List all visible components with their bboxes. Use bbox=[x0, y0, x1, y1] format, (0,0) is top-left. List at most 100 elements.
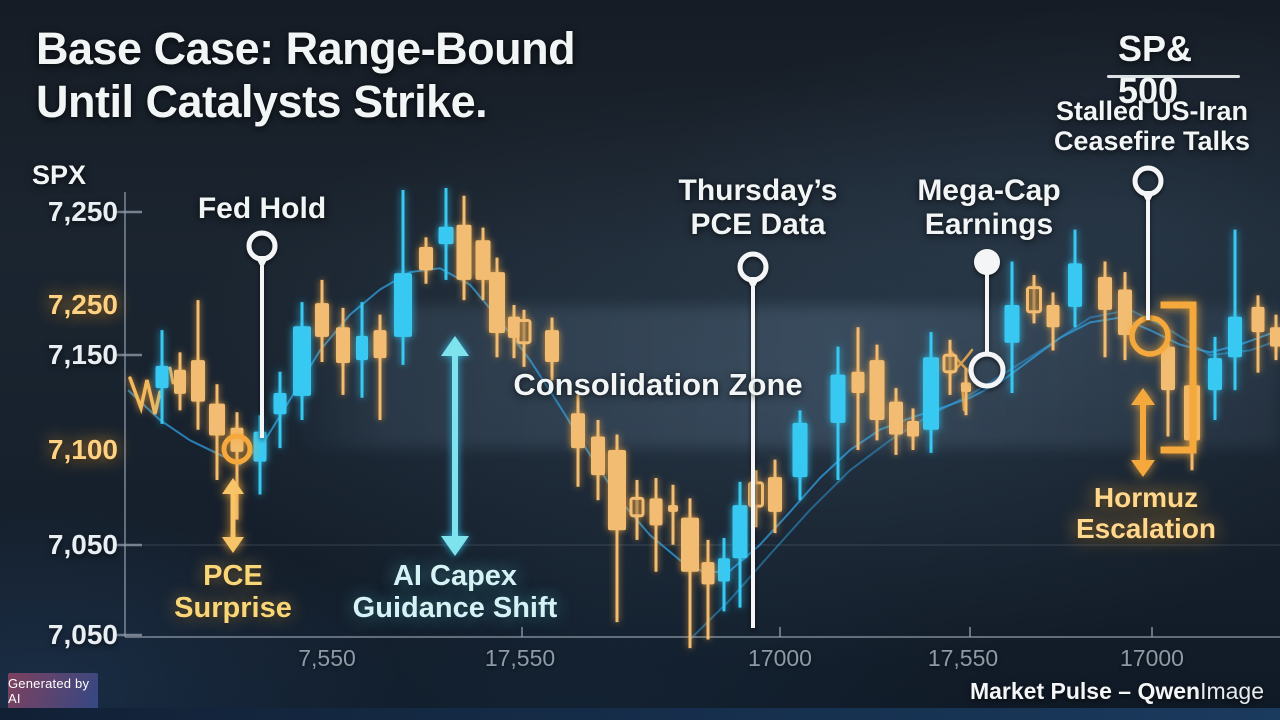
y-axis-label: 7,150 bbox=[47, 339, 118, 370]
y-axis-label: 7,050 bbox=[47, 619, 118, 650]
candle-up bbox=[356, 302, 368, 398]
stalled-talks-pin bbox=[1132, 165, 1164, 320]
hormuz-arrow-head-up bbox=[1131, 388, 1155, 405]
candle-down bbox=[174, 352, 186, 411]
ai-capex-arrow-head-up bbox=[441, 336, 469, 356]
candle-body bbox=[768, 477, 782, 512]
candle-up bbox=[1068, 229, 1082, 328]
pce-surprise-arrow-head-down bbox=[222, 537, 244, 553]
candle-up bbox=[273, 371, 287, 449]
thursday-pce-pin-tip bbox=[746, 277, 760, 290]
candle-body bbox=[293, 326, 311, 396]
candle-down bbox=[419, 237, 433, 284]
candle-body bbox=[1251, 306, 1265, 333]
candle-down bbox=[668, 484, 678, 545]
candle-body bbox=[571, 413, 585, 449]
bottom-accent-bar bbox=[0, 708, 1280, 720]
fed-hold-pin-circle bbox=[246, 230, 278, 262]
credit-watermark: Market Pulse – QwenImage bbox=[969, 678, 1264, 704]
candle-up bbox=[394, 189, 412, 365]
candle-body bbox=[718, 558, 730, 582]
mega-cap-pin-dot bbox=[974, 249, 1000, 275]
x-axis-label: 17000 bbox=[748, 645, 812, 671]
candle-body bbox=[732, 505, 748, 559]
candle-body bbox=[851, 371, 865, 393]
candle-down bbox=[869, 344, 885, 441]
candle-down bbox=[649, 478, 663, 572]
candle-body bbox=[419, 247, 433, 271]
candle-up bbox=[718, 537, 730, 612]
ai-capex-arrow bbox=[441, 336, 469, 556]
mega-cap-ring bbox=[968, 351, 1006, 389]
mega-cap-pin bbox=[968, 249, 1006, 389]
candle-down bbox=[851, 327, 865, 450]
candle-body bbox=[961, 382, 971, 392]
candle-body bbox=[907, 421, 919, 437]
annotation-mega-cap: Mega-Cap Earnings bbox=[917, 174, 1061, 241]
candle-body bbox=[830, 374, 846, 423]
x-axis-label: 17,550 bbox=[484, 645, 556, 671]
candle-body bbox=[889, 401, 903, 435]
candle-body bbox=[456, 224, 472, 280]
candle-down bbox=[608, 434, 626, 623]
candle-down bbox=[545, 317, 559, 381]
candle-body bbox=[1161, 346, 1175, 391]
candle-body bbox=[356, 335, 368, 361]
x-axis-label: 7,550 bbox=[298, 645, 356, 671]
candle-body bbox=[1118, 289, 1132, 335]
candle-body bbox=[516, 318, 532, 345]
candle-body bbox=[1046, 305, 1060, 328]
hormuz-arrow bbox=[1131, 388, 1155, 477]
candle-up bbox=[1208, 336, 1222, 421]
up-candles-group bbox=[155, 188, 1242, 612]
y-axis-level-label: 7,250 bbox=[47, 289, 118, 320]
candle-body bbox=[668, 505, 678, 512]
candle-up bbox=[1004, 261, 1020, 393]
candle-down bbox=[336, 307, 350, 395]
scribble-decoration-left bbox=[128, 376, 162, 415]
annotation-pce-surprise: PCE Surprise bbox=[174, 560, 292, 625]
candle-down bbox=[315, 279, 329, 363]
down-candles-group bbox=[174, 195, 1280, 649]
candle-body bbox=[1208, 358, 1222, 391]
generated-by-ai-badge: Generated by AI bbox=[8, 673, 98, 709]
candle-body bbox=[545, 330, 559, 363]
candle-down bbox=[907, 408, 919, 450]
pce-surprise-arrow-head-up bbox=[222, 478, 244, 494]
candle-body bbox=[273, 392, 287, 415]
candle-body bbox=[209, 403, 225, 436]
candle-down bbox=[1098, 261, 1112, 358]
candle-body bbox=[373, 330, 387, 359]
pce-surprise-arrow bbox=[222, 478, 244, 553]
candle-body bbox=[155, 365, 169, 389]
candle-down bbox=[230, 412, 244, 520]
candle-up bbox=[923, 332, 939, 453]
candle-down bbox=[1046, 292, 1060, 351]
candle-body bbox=[681, 517, 699, 572]
candle-body bbox=[923, 357, 939, 430]
candle-down bbox=[191, 300, 205, 430]
candle-body bbox=[1026, 286, 1042, 314]
candle-body bbox=[701, 562, 715, 585]
candle-body bbox=[942, 353, 958, 374]
y-axis-level-label: 7,100 bbox=[47, 434, 118, 465]
candle-down bbox=[681, 498, 699, 649]
candle-down bbox=[1118, 272, 1132, 361]
candle-body bbox=[1228, 316, 1242, 358]
annotation-fed-hold: Fed Hold bbox=[197, 192, 327, 225]
hormuz-arrow-head-down bbox=[1131, 460, 1155, 477]
candle-body bbox=[336, 327, 350, 363]
index-badge-underline bbox=[1107, 75, 1240, 78]
candle-down bbox=[373, 314, 387, 421]
candle-down bbox=[942, 339, 958, 395]
candle-body bbox=[869, 360, 885, 421]
candle-down bbox=[209, 384, 225, 480]
hormuz-bracket bbox=[1160, 301, 1197, 454]
candle-down bbox=[629, 479, 645, 540]
candle-up bbox=[1228, 229, 1242, 391]
candle-down bbox=[571, 394, 585, 487]
candle-body bbox=[230, 427, 244, 452]
annotation-thursday-pce: Thursday’s PCE Data bbox=[678, 174, 838, 241]
candle-body bbox=[1270, 327, 1280, 347]
